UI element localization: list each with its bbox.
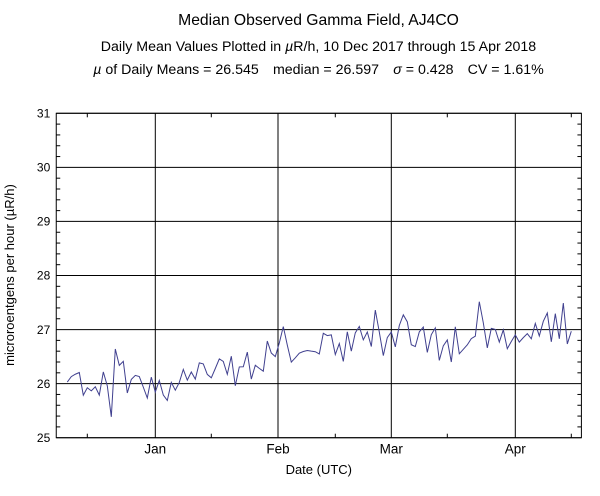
- svg-text:Apr: Apr: [505, 442, 527, 457]
- svg-text:28: 28: [37, 269, 51, 283]
- svg-text:29: 29: [37, 215, 51, 229]
- svg-text:Mar: Mar: [380, 442, 404, 457]
- svg-text:25: 25: [37, 431, 51, 445]
- svg-text:Date (UTC): Date (UTC): [286, 462, 352, 477]
- svg-text:26: 26: [37, 377, 51, 391]
- svg-text:30: 30: [37, 161, 51, 175]
- svg-text:Jan: Jan: [144, 442, 166, 457]
- svg-text:27: 27: [37, 323, 51, 337]
- svg-text:Feb: Feb: [266, 442, 289, 457]
- svg-text:31: 31: [37, 107, 51, 121]
- svg-text:microroentgens per hour (µR/h): microroentgens per hour (µR/h): [2, 184, 17, 366]
